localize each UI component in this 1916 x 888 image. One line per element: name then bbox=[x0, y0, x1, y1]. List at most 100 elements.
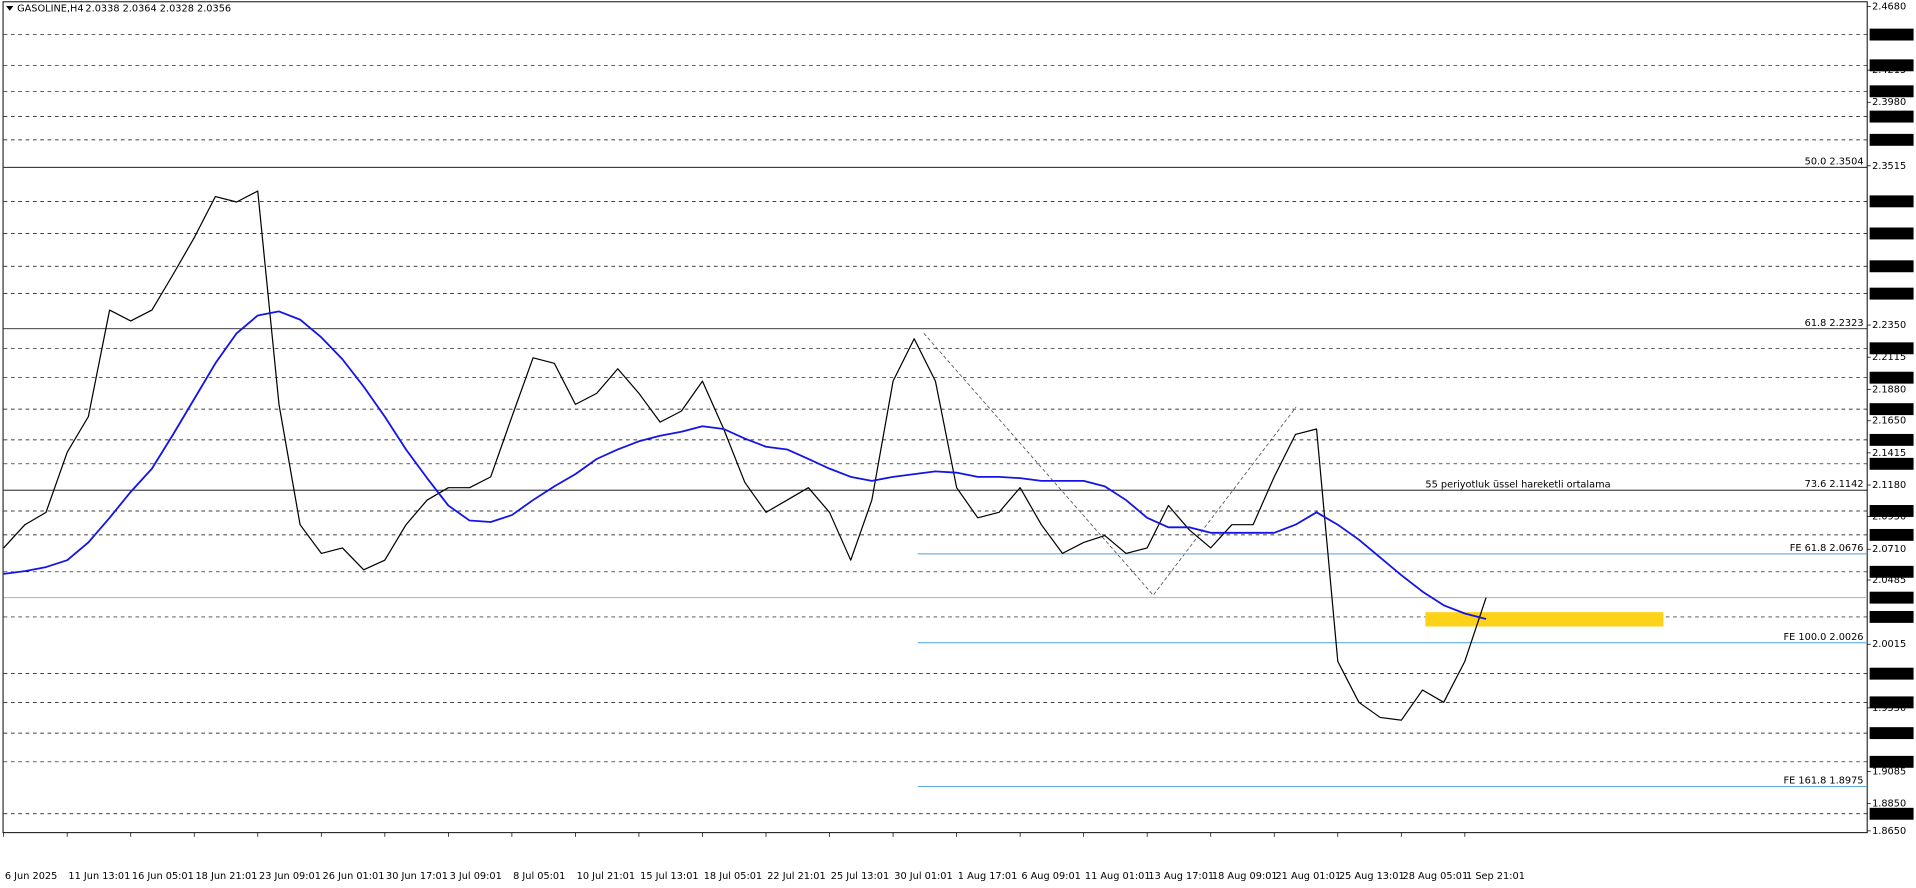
x-tick-label: 28 Aug 05:01 bbox=[1403, 871, 1469, 882]
x-tick-label: 18 Aug 09:01 bbox=[1212, 871, 1278, 882]
y-tick-label: 2.2350 bbox=[1872, 320, 1906, 331]
level-label-box bbox=[1869, 505, 1914, 517]
x-tick-label: 25 Aug 13:01 bbox=[1339, 871, 1405, 882]
level-label-box bbox=[1869, 696, 1914, 709]
y-tick-label: 2.0950 bbox=[1872, 512, 1906, 523]
zigzag-drawing bbox=[923, 333, 1297, 596]
level-label: 2.4250 bbox=[1872, 60, 1906, 71]
y-tick-label: 2.4680 bbox=[1872, 2, 1906, 13]
x-tick-label: 6 Aug 09:01 bbox=[1021, 871, 1081, 882]
level-label: 2.4475 bbox=[1872, 30, 1906, 41]
x-tick-label: 30 Jul 01:01 bbox=[894, 871, 952, 882]
level-label: 2.2580 bbox=[1872, 289, 1906, 300]
last-price-label: 2.0356 bbox=[1872, 593, 1906, 604]
level-label: 1.9590 bbox=[1872, 697, 1906, 708]
level-label-box bbox=[1869, 565, 1914, 578]
fe-label: FE 161.8 1.8975 bbox=[1784, 776, 1864, 787]
level-label-box bbox=[1869, 110, 1914, 123]
y-tick-label: 2.0015 bbox=[1872, 639, 1906, 650]
x-tick-label: 23 Jun 09:01 bbox=[259, 871, 321, 882]
level-label-box bbox=[1869, 85, 1914, 98]
y-tick-label: 2.1880 bbox=[1872, 384, 1906, 395]
y-tick-label: 2.0485 bbox=[1872, 575, 1906, 586]
x-tick-label: 11 Aug 01:01 bbox=[1085, 871, 1151, 882]
level-label-box bbox=[1869, 227, 1914, 240]
x-tick-label: 6 Jun 2025 bbox=[5, 871, 57, 882]
fe-label: FE 61.8 2.0676 bbox=[1790, 543, 1864, 554]
level-label: 2.2780 bbox=[1872, 261, 1906, 272]
level-label-box bbox=[1869, 371, 1914, 384]
x-tick-label: 1 Aug 17:01 bbox=[958, 871, 1018, 882]
y-tick-label: 2.3980 bbox=[1872, 97, 1906, 108]
level-label-box bbox=[1869, 755, 1914, 768]
x-tick-label: 21 Aug 01:01 bbox=[1275, 871, 1341, 882]
level-label: 2.3020 bbox=[1872, 229, 1906, 240]
y-tick-label: 1.8650 bbox=[1872, 826, 1906, 837]
x-tick-label: 16 Jun 05:01 bbox=[132, 871, 194, 882]
fib-label: 50.0 2.3504 bbox=[1805, 156, 1864, 167]
level-label-box bbox=[1869, 59, 1914, 72]
level-label-box bbox=[1869, 610, 1914, 623]
level-label-box bbox=[1869, 667, 1914, 680]
y-tick-label: 1.8850 bbox=[1872, 799, 1906, 810]
x-tick-label: 18 Jun 21:01 bbox=[195, 871, 257, 882]
level-label: 1.9365 bbox=[1872, 728, 1906, 739]
menu-triangle bbox=[6, 5, 14, 11]
x-tick-label: 18 Jul 05:01 bbox=[704, 871, 762, 882]
annotation: 55 periyotluk üssel hareketli ortalama bbox=[1425, 480, 1610, 491]
level-label: 2.1965 bbox=[1872, 373, 1906, 384]
y-tick-label: 1.9085 bbox=[1872, 766, 1906, 777]
level-label: 2.0545 bbox=[1872, 567, 1906, 578]
fib-label: 61.8 2.2323 bbox=[1805, 318, 1864, 329]
level-label-box bbox=[1869, 807, 1914, 820]
level-label: 1.9155 bbox=[1872, 757, 1906, 768]
level-label: 2.1335 bbox=[1872, 459, 1906, 470]
x-tick-label: 8 Jul 05:01 bbox=[513, 871, 565, 882]
x-tick-label: 11 Jun 13:01 bbox=[68, 871, 130, 882]
highlight-zone bbox=[1425, 612, 1664, 627]
chart-title: GASOLINE,H4 bbox=[17, 3, 83, 14]
level-label-box bbox=[1869, 28, 1914, 41]
level-label: 2.1735 bbox=[1872, 404, 1906, 415]
level-label: 2.2180 bbox=[1872, 343, 1906, 354]
level-label: 2.3705 bbox=[1872, 135, 1906, 146]
level-label-box bbox=[1869, 433, 1914, 446]
fib-label: 73.6 2.1142 bbox=[1805, 479, 1864, 490]
price-line bbox=[3, 190, 1487, 721]
x-tick-label: 13 Aug 17:01 bbox=[1148, 871, 1214, 882]
y-tick-label: 1.9550 bbox=[1872, 703, 1906, 714]
x-tick-label: 15 Jul 13:01 bbox=[640, 871, 698, 882]
level-label-box bbox=[1869, 260, 1914, 273]
level-label: 1.9800 bbox=[1872, 669, 1906, 680]
y-tick-label: 2.0710 bbox=[1872, 544, 1906, 555]
level-label: 2.0815 bbox=[1872, 530, 1906, 541]
level-label: 1.8775 bbox=[1872, 809, 1906, 820]
level-label-box bbox=[1869, 457, 1914, 470]
y-tick-label: 2.3515 bbox=[1872, 161, 1906, 172]
plot-frame bbox=[2, 1, 1868, 834]
level-label-box bbox=[1869, 287, 1914, 300]
x-tick-label: 1 Sep 21:01 bbox=[1466, 871, 1525, 882]
x-tick-label: 22 Jul 21:01 bbox=[767, 871, 825, 882]
last-price-box bbox=[1869, 591, 1914, 604]
level-label-box bbox=[1869, 403, 1914, 416]
level-label: 2.0215 bbox=[1872, 612, 1906, 623]
level-label: 2.0990 bbox=[1872, 506, 1906, 517]
level-label-box bbox=[1869, 195, 1914, 208]
level-label: 2.3875 bbox=[1872, 112, 1906, 123]
y-tick-label: 2.1180 bbox=[1872, 480, 1906, 491]
level-label-box bbox=[1869, 342, 1914, 355]
level-label-box bbox=[1869, 528, 1914, 541]
level-label: 2.1510 bbox=[1872, 435, 1906, 446]
level-label: 2.4060 bbox=[1872, 86, 1906, 97]
y-tick-label: 2.1650 bbox=[1872, 416, 1906, 427]
fe-label: FE 100.0 2.0026 bbox=[1784, 632, 1864, 643]
x-tick-label: 30 Jun 17:01 bbox=[386, 871, 448, 882]
ema-line bbox=[3, 310, 1487, 620]
y-tick-label: 2.1415 bbox=[1872, 448, 1906, 459]
x-tick-label: 3 Jul 09:01 bbox=[450, 871, 502, 882]
level-label: 2.3255 bbox=[1872, 196, 1906, 207]
level-label-box bbox=[1869, 727, 1914, 740]
